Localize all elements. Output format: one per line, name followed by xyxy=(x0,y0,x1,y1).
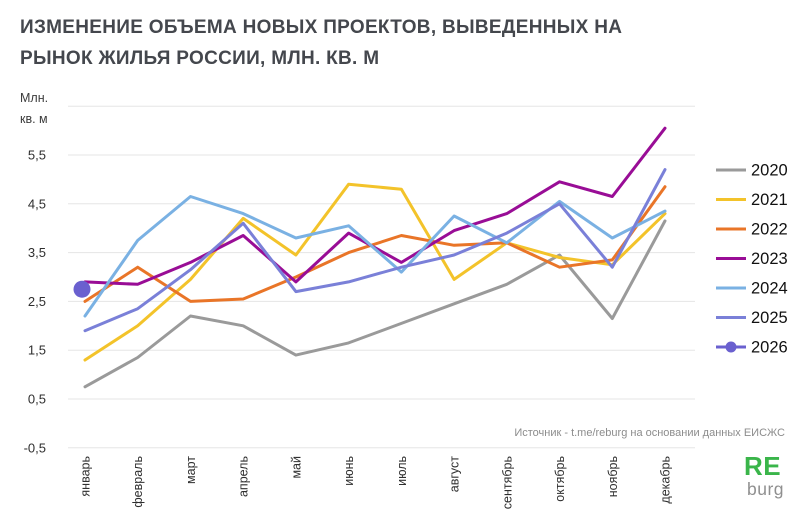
x-tick-label-март: март xyxy=(184,456,198,484)
legend-label-2023: 2023 xyxy=(751,250,788,268)
x-tick-label-февраль: февраль xyxy=(131,456,145,508)
x-tick-label-ноябрь: ноябрь xyxy=(606,456,620,497)
series-line-2021 xyxy=(83,182,667,362)
y-tick-label: 2,5 xyxy=(28,294,46,309)
logo-re-text: RE xyxy=(744,451,782,481)
series-line-2022 xyxy=(83,185,667,303)
legend-label-2025: 2025 xyxy=(751,309,788,327)
y-tick-label: 0,5 xyxy=(28,392,46,407)
x-tick-label-май: май xyxy=(289,456,303,479)
source-note: Источник - t.me/reburg на основании данн… xyxy=(514,427,785,439)
x-tick-label-декабрь: декабрь xyxy=(659,456,673,504)
legend-label-2026: 2026 xyxy=(751,339,788,357)
legend-item-2022: 2022 xyxy=(716,221,788,239)
chart-title: ИЗМЕНЕНИЕ ОБЪЕМА НОВЫХ ПРОЕКТОВ, ВЫВЕДЕН… xyxy=(20,17,623,69)
y-tick-label: 1,5 xyxy=(28,343,46,358)
y-axis-unit-label: Млн. кв. м xyxy=(20,88,48,130)
legend-marker-2026 xyxy=(725,341,737,353)
legend-label-2024: 2024 xyxy=(751,280,788,298)
x-tick-label-апрель: апрель xyxy=(237,456,251,497)
legend-label-2022: 2022 xyxy=(751,221,788,239)
legend-item-2025: 2025 xyxy=(716,309,788,327)
reburg-logo: RE burg xyxy=(744,453,784,499)
series-line-2024 xyxy=(83,195,667,318)
legend-label-2020: 2020 xyxy=(751,162,788,180)
x-tick-label-август: август xyxy=(448,456,462,493)
legend-label-2021: 2021 xyxy=(751,191,788,209)
y-tick-label: 5,5 xyxy=(28,148,46,163)
x-tick-label-июнь: июнь xyxy=(342,456,356,486)
logo-burg-text: burg xyxy=(747,479,785,499)
legend-item-2020: 2020 xyxy=(716,162,788,180)
y-tick-label: -0,5 xyxy=(24,440,46,455)
y-tick-label: 3,5 xyxy=(28,245,46,260)
legend-item-2024: 2024 xyxy=(716,280,788,298)
y-tick-label: 4,5 xyxy=(28,196,46,211)
marker-2026 xyxy=(73,280,91,298)
x-tick-label-июль: июль xyxy=(395,456,409,486)
legend-item-2023: 2023 xyxy=(716,250,788,268)
legend-item-2021: 2021 xyxy=(716,191,788,209)
series-line-2020 xyxy=(83,219,667,389)
y-axis-unit-line1: Млн. xyxy=(20,91,49,105)
legend-item-2026: 2026 xyxy=(716,339,788,357)
x-tick-label-октябрь: октябрь xyxy=(553,456,567,502)
x-tick-label-январь: январь xyxy=(79,456,93,497)
series-line-2025 xyxy=(83,168,667,333)
y-axis-unit-line2: кв. м xyxy=(20,112,48,126)
x-tick-label-сентябрь: сентябрь xyxy=(500,456,514,509)
